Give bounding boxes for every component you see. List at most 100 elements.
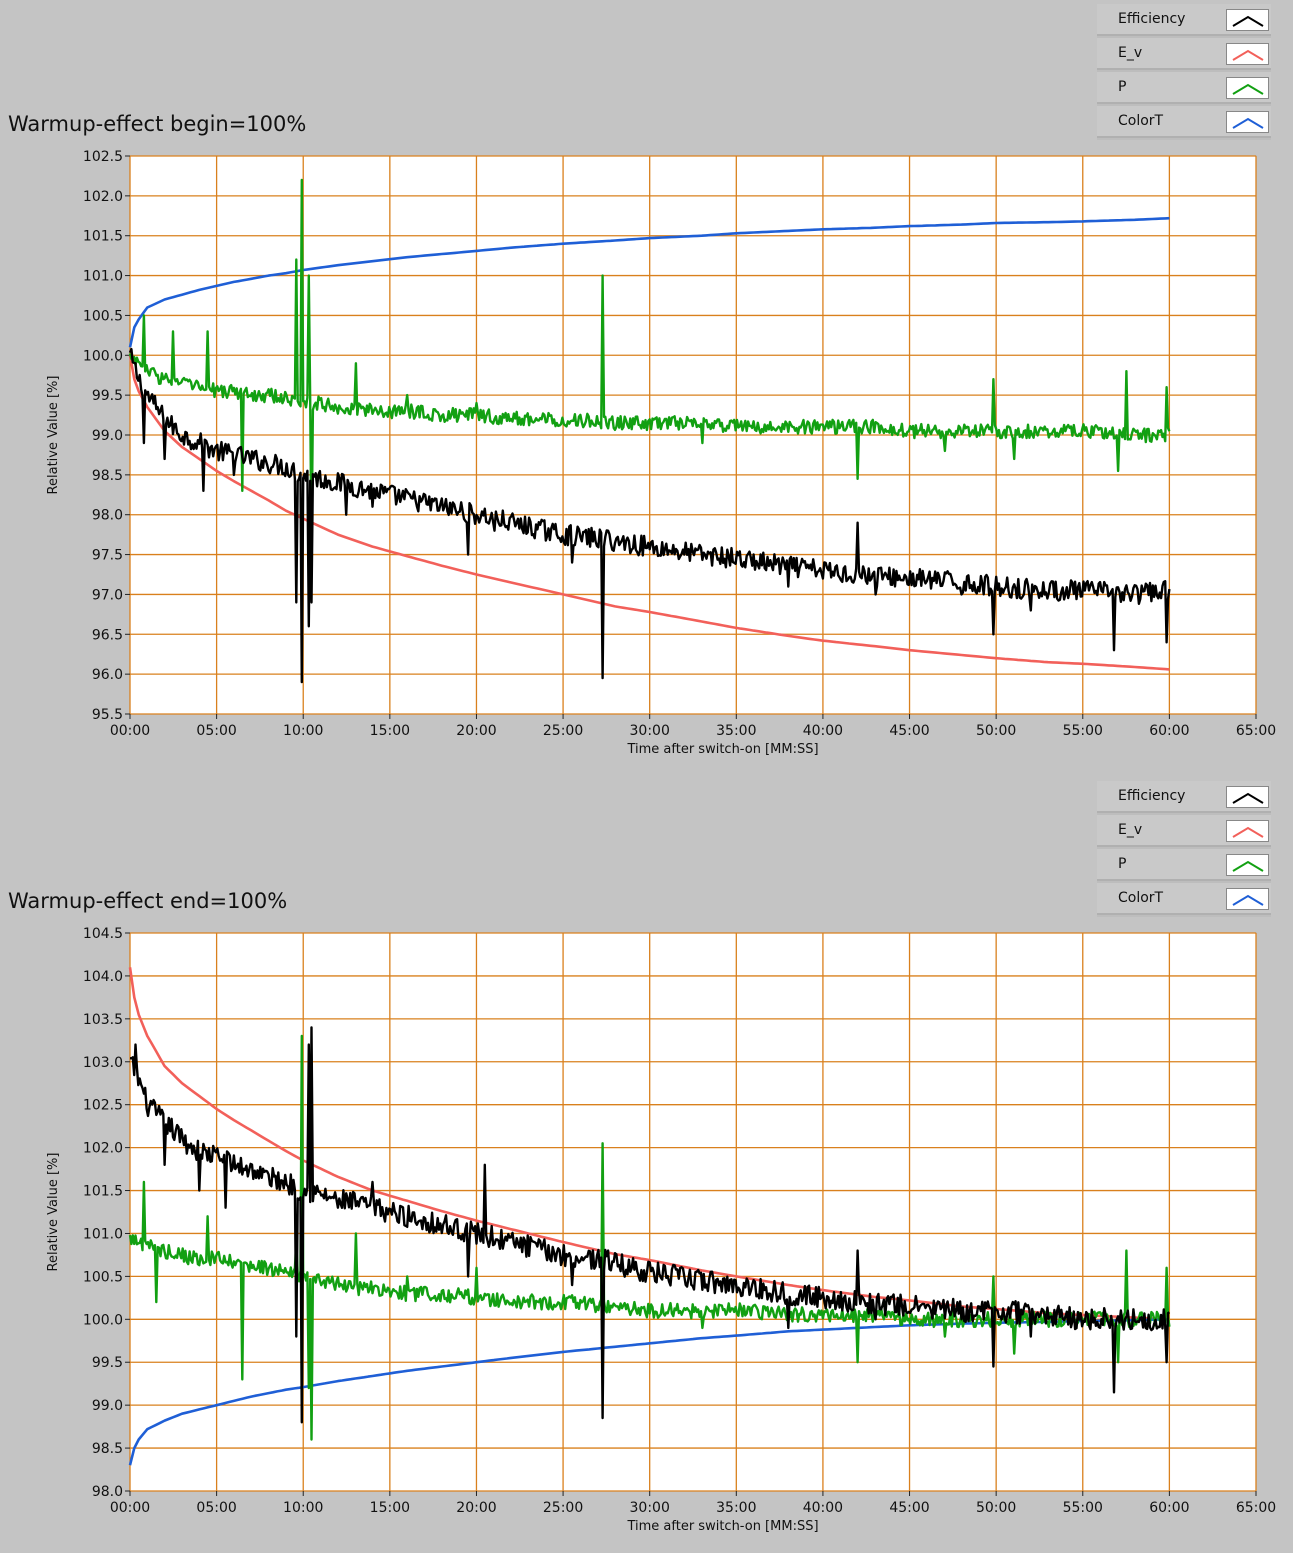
x-tick-label: 05:00 <box>196 723 236 739</box>
x-axis-label: Time after switch-on [MM:SS] <box>626 1519 818 1534</box>
x-tick-label: 65:00 <box>1236 1500 1276 1516</box>
x-tick-label: 60:00 <box>1149 1500 1189 1516</box>
y-tick-label: 100.0 <box>83 348 123 364</box>
y-tick-label: 97.0 <box>92 587 123 603</box>
x-tick-label: 35:00 <box>716 723 756 739</box>
legend-item-e-v[interactable]: E_v <box>1097 38 1271 70</box>
y-tick-label: 103.5 <box>83 1012 123 1028</box>
y-tick-label: 102.0 <box>83 1141 123 1157</box>
x-tick-label: 55:00 <box>1063 723 1103 739</box>
y-tick-label: 98.5 <box>92 1441 123 1457</box>
legend-item-e-v[interactable]: E_v <box>1097 815 1271 847</box>
x-tick-label: 50:00 <box>976 1500 1016 1516</box>
y-tick-label: 101.0 <box>83 269 123 285</box>
x-tick-label: 20:00 <box>456 723 496 739</box>
y-tick-label: 99.5 <box>92 1355 123 1371</box>
line-swatch-icon[interactable] <box>1226 111 1269 133</box>
x-tick-label: 15:00 <box>370 723 410 739</box>
legend-item-colort[interactable]: ColorT <box>1097 883 1271 915</box>
y-tick-label: 98.0 <box>92 508 123 524</box>
legend: Efficiency E_v P ColorT <box>1097 781 1271 917</box>
y-tick-label: 103.0 <box>83 1055 123 1071</box>
line-swatch-icon[interactable] <box>1226 786 1269 808</box>
y-tick-label: 100.5 <box>83 308 123 324</box>
x-tick-label: 65:00 <box>1236 723 1276 739</box>
x-tick-label: 45:00 <box>889 1500 929 1516</box>
y-tick-label: 96.0 <box>92 667 123 683</box>
x-tick-label: 25:00 <box>543 1500 583 1516</box>
y-tick-label: 99.0 <box>92 1398 123 1414</box>
x-tick-label: 30:00 <box>630 1500 670 1516</box>
y-tick-label: 101.0 <box>83 1226 123 1242</box>
line-swatch-icon[interactable] <box>1226 888 1269 910</box>
y-tick-label: 104.0 <box>83 969 123 985</box>
legend-label: ColorT <box>1118 890 1164 906</box>
legend-label: E_v <box>1118 45 1143 61</box>
legend-item-efficiency[interactable]: Efficiency <box>1097 4 1271 36</box>
series-line <box>128 178 1171 548</box>
chart-title: Warmup-effect begin=100% <box>8 112 307 136</box>
plot-area <box>129 932 1257 1492</box>
legend-label: Efficiency <box>1118 11 1186 27</box>
line-swatch-icon[interactable] <box>1226 43 1269 65</box>
series-line <box>129 1026 1171 1424</box>
legend-item-colort[interactable]: ColorT <box>1097 106 1271 138</box>
y-tick-label: 102.5 <box>83 1098 123 1114</box>
x-tick-label: 00:00 <box>110 723 150 739</box>
legend-label: ColorT <box>1118 113 1164 129</box>
legend-label: Efficiency <box>1118 788 1186 804</box>
plot-end: 98.0 98.5 99.0 99.5 100.0 100.5 101.0 101.5 102.… <box>46 926 1276 1534</box>
y-tick-label: 99.0 <box>92 428 123 444</box>
y-tick-label: 100.5 <box>83 1269 123 1285</box>
y-tick-label: 96.5 <box>92 627 123 643</box>
plot-begin: 95.5 96.0 96.5 97.0 97.5 98.0 98.5 99.0 99.5 100.… <box>46 149 1276 757</box>
legend-item-p[interactable]: P <box>1097 849 1271 881</box>
x-tick-label: 35:00 <box>716 1500 756 1516</box>
y-axis-label: Relative Value [%] <box>46 1153 61 1272</box>
legend-item-p[interactable]: P <box>1097 72 1271 104</box>
series-efficiency <box>128 347 1171 684</box>
y-axis-label: Relative Value [%] <box>46 376 61 495</box>
y-tick-label: 98.0 <box>92 1484 123 1500</box>
y-tick-label: 101.5 <box>83 1184 123 1200</box>
chart-title: Warmup-effect end=100% <box>8 889 288 913</box>
chart-panel-end: Warmup-effect end=100% Efficiency E_v P … <box>0 777 1293 1553</box>
y-tick-label: 101.5 <box>83 229 123 245</box>
x-tick-label: 25:00 <box>543 723 583 739</box>
x-tick-label: 30:00 <box>630 723 670 739</box>
legend-item-efficiency[interactable]: Efficiency <box>1097 781 1271 813</box>
x-tick-label: 40:00 <box>803 1500 843 1516</box>
legend-label: E_v <box>1118 822 1143 838</box>
y-tick-label: 99.5 <box>92 388 123 404</box>
x-tick-label: 15:00 <box>370 1500 410 1516</box>
x-tick-label: 60:00 <box>1149 723 1189 739</box>
x-tick-label: 50:00 <box>976 723 1016 739</box>
legend: Efficiency E_v P ColorT <box>1097 4 1271 140</box>
x-tick-label: 40:00 <box>803 723 843 739</box>
x-tick-label: 55:00 <box>1063 1500 1103 1516</box>
x-tick-label: 20:00 <box>456 1500 496 1516</box>
series-line <box>128 347 1171 684</box>
y-tick-label: 97.5 <box>92 548 123 564</box>
y-tick-label: 102.5 <box>83 149 123 165</box>
series-efficiency <box>129 1026 1171 1424</box>
line-swatch-icon[interactable] <box>1226 854 1269 876</box>
series-p <box>128 178 1171 548</box>
y-tick-label: 104.5 <box>83 926 123 942</box>
x-tick-label: 00:00 <box>110 1500 150 1516</box>
y-tick-label: 98.5 <box>92 468 123 484</box>
line-swatch-icon[interactable] <box>1226 820 1269 842</box>
y-tick-label: 102.0 <box>83 189 123 205</box>
legend-label: P <box>1118 79 1127 95</box>
chart-panel-begin: Warmup-effect begin=100% Efficiency E_v … <box>8 4 1276 757</box>
x-tick-label: 10:00 <box>283 1500 323 1516</box>
y-tick-label: 95.5 <box>92 707 123 723</box>
legend-label: P <box>1118 856 1127 872</box>
line-swatch-icon[interactable] <box>1226 9 1269 31</box>
x-tick-label: 45:00 <box>889 723 929 739</box>
x-tick-label: 10:00 <box>283 723 323 739</box>
x-tick-label: 05:00 <box>196 1500 236 1516</box>
y-tick-label: 100.0 <box>83 1312 123 1328</box>
line-swatch-icon[interactable] <box>1226 77 1269 99</box>
x-axis-label: Time after switch-on [MM:SS] <box>626 742 818 757</box>
